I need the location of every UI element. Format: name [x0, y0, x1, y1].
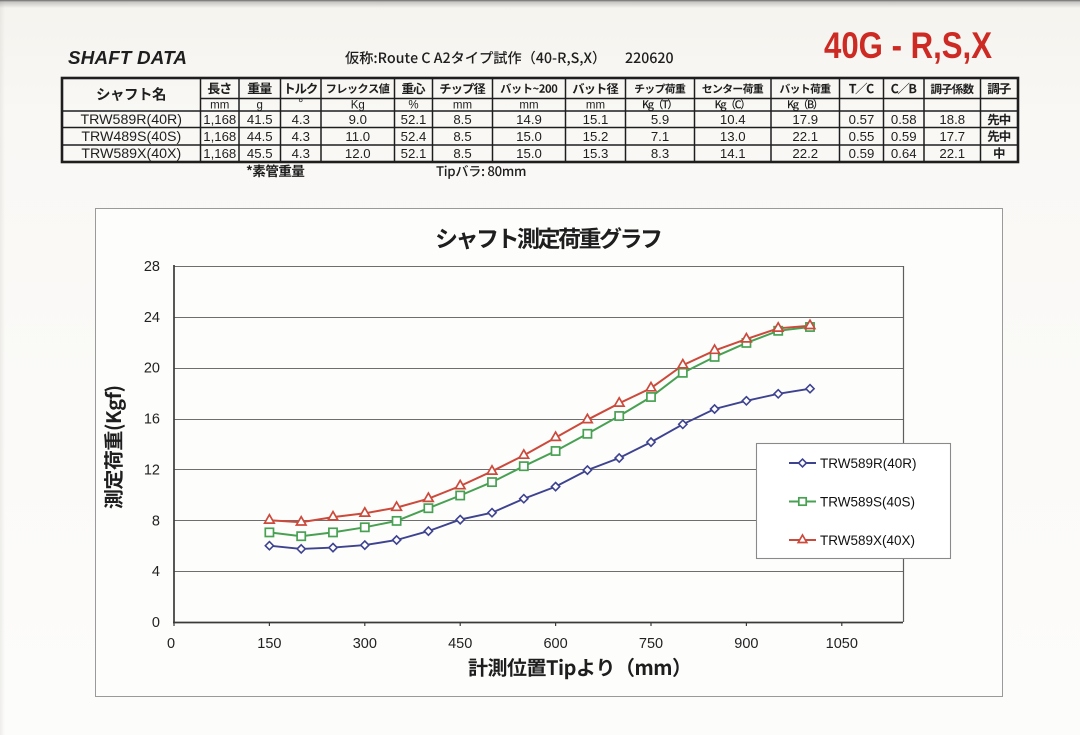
svg-text:8.5: 8.5 [453, 112, 471, 127]
svg-text:22.2: 22.2 [792, 146, 818, 161]
svg-text:10.4: 10.4 [720, 112, 746, 127]
svg-text:0.55: 0.55 [849, 129, 875, 144]
svg-text:13.0: 13.0 [720, 129, 746, 144]
svg-text:22.1: 22.1 [939, 146, 965, 161]
svg-text:15.2: 15.2 [583, 129, 609, 144]
svg-text:5.9: 5.9 [651, 112, 669, 127]
svg-text:0.57: 0.57 [849, 112, 875, 127]
svg-text:4.3: 4.3 [292, 129, 310, 144]
svg-text:15.0: 15.0 [516, 129, 542, 144]
svg-text:45.5: 45.5 [247, 146, 273, 161]
svg-text:8.3: 8.3 [651, 146, 669, 161]
svg-text:9.0: 9.0 [349, 112, 367, 127]
svg-text:300: 300 [353, 636, 377, 652]
svg-text:1,168: 1,168 [203, 129, 236, 144]
svg-text:g: g [257, 99, 263, 111]
svg-text:20: 20 [144, 361, 160, 377]
svg-text:8.5: 8.5 [453, 146, 471, 161]
svg-text:7.1: 7.1 [651, 129, 669, 144]
svg-text:24: 24 [144, 310, 160, 326]
svg-text:12: 12 [144, 462, 160, 478]
svg-text:11.0: 11.0 [345, 129, 370, 144]
svg-text:4.3: 4.3 [292, 112, 310, 127]
svg-text:8: 8 [152, 513, 160, 529]
svg-text:900: 900 [734, 636, 758, 652]
svg-text:15.3: 15.3 [583, 146, 609, 161]
svg-text:%: % [408, 99, 418, 111]
svg-text:15.1: 15.1 [583, 112, 609, 127]
svg-text:150: 150 [257, 636, 281, 652]
svg-text:52.1: 52.1 [401, 146, 427, 161]
svg-text:16: 16 [144, 412, 160, 428]
svg-text:0.64: 0.64 [891, 146, 917, 161]
svg-text:TRW589X(40X): TRW589X(40X) [81, 146, 181, 162]
svg-text:TRW489S(40S): TRW489S(40S) [81, 129, 181, 145]
svg-text:mm: mm [519, 99, 538, 111]
svg-text:1,168: 1,168 [203, 146, 236, 161]
svg-text:mm: mm [453, 99, 472, 111]
svg-text:17.9: 17.9 [792, 112, 818, 127]
svg-text:TRW589R(40R): TRW589R(40R) [820, 456, 917, 471]
svg-text:TRW589X(40X): TRW589X(40X) [820, 533, 915, 548]
svg-text:40G - R,S,X: 40G - R,S,X [824, 25, 992, 66]
svg-text:600: 600 [543, 636, 567, 652]
svg-text:°: ° [298, 95, 303, 110]
svg-text:17.7: 17.7 [939, 129, 965, 144]
svg-text:mm: mm [210, 99, 229, 111]
svg-text:52.1: 52.1 [401, 112, 427, 127]
svg-text:SHAFT DATA: SHAFT DATA [68, 47, 187, 68]
svg-text:4: 4 [152, 564, 160, 580]
svg-text:0.59: 0.59 [849, 146, 875, 161]
svg-text:mm: mm [586, 99, 605, 111]
svg-text:1050: 1050 [826, 636, 858, 652]
svg-text:14.9: 14.9 [516, 112, 542, 127]
svg-text:15.0: 15.0 [516, 146, 542, 161]
svg-text:0: 0 [152, 615, 160, 631]
svg-text:TRW589R(40R): TRW589R(40R) [81, 112, 182, 128]
svg-text:14.1: 14.1 [720, 146, 746, 161]
svg-text:12.0: 12.0 [345, 146, 371, 161]
svg-text:TRW589S(40S): TRW589S(40S) [820, 494, 915, 509]
svg-text:8.5: 8.5 [453, 129, 471, 144]
svg-text:1,168: 1,168 [203, 112, 236, 127]
svg-text:41.5: 41.5 [247, 112, 273, 127]
svg-text:4.3: 4.3 [292, 146, 310, 161]
svg-text:28: 28 [144, 259, 160, 275]
svg-text:18.8: 18.8 [939, 112, 965, 127]
svg-text:0.59: 0.59 [891, 129, 917, 144]
svg-text:750: 750 [639, 636, 663, 652]
svg-text:450: 450 [448, 636, 472, 652]
svg-text:44.5: 44.5 [247, 129, 273, 144]
svg-text:52.4: 52.4 [401, 129, 427, 144]
svg-text:22.1: 22.1 [792, 129, 818, 144]
svg-text:0.58: 0.58 [891, 112, 917, 127]
svg-text:Kg: Kg [351, 99, 365, 111]
svg-text:0: 0 [167, 636, 175, 652]
